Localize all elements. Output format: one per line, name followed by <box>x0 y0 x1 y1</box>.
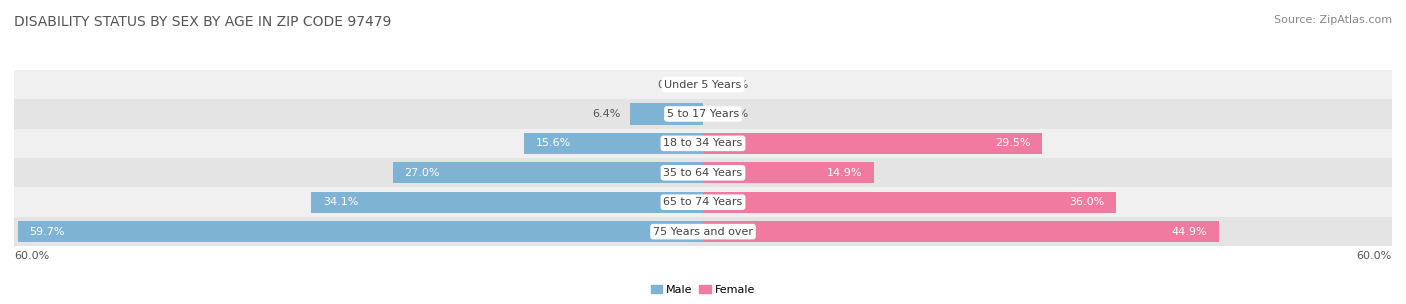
Bar <box>630 103 703 125</box>
Text: 14.9%: 14.9% <box>827 168 863 178</box>
Bar <box>14 99 1392 129</box>
Text: 15.6%: 15.6% <box>536 138 571 148</box>
Text: 75 Years and over: 75 Years and over <box>652 226 754 237</box>
Bar <box>524 133 703 154</box>
Text: 59.7%: 59.7% <box>30 226 65 237</box>
Text: 18 to 34 Years: 18 to 34 Years <box>664 138 742 148</box>
Bar <box>703 221 1219 242</box>
Bar <box>392 162 703 183</box>
Legend: Male, Female: Male, Female <box>651 285 755 295</box>
Bar <box>14 188 1392 217</box>
Bar <box>17 221 703 242</box>
Bar <box>14 217 1392 246</box>
Bar <box>14 158 1392 188</box>
Text: 0.0%: 0.0% <box>720 109 748 119</box>
Text: 35 to 64 Years: 35 to 64 Years <box>664 168 742 178</box>
Text: 5 to 17 Years: 5 to 17 Years <box>666 109 740 119</box>
Text: 29.5%: 29.5% <box>995 138 1031 148</box>
Text: 27.0%: 27.0% <box>405 168 440 178</box>
Text: 44.9%: 44.9% <box>1171 226 1208 237</box>
Text: Source: ZipAtlas.com: Source: ZipAtlas.com <box>1274 15 1392 25</box>
Bar <box>703 192 1116 213</box>
Text: 60.0%: 60.0% <box>14 251 49 261</box>
Text: DISABILITY STATUS BY SEX BY AGE IN ZIP CODE 97479: DISABILITY STATUS BY SEX BY AGE IN ZIP C… <box>14 15 391 29</box>
Text: 60.0%: 60.0% <box>1357 251 1392 261</box>
Bar <box>312 192 703 213</box>
Text: 0.0%: 0.0% <box>658 80 686 90</box>
Text: 34.1%: 34.1% <box>323 197 359 207</box>
Bar <box>14 70 1392 99</box>
Bar <box>703 133 1042 154</box>
Text: 36.0%: 36.0% <box>1070 197 1105 207</box>
Text: 65 to 74 Years: 65 to 74 Years <box>664 197 742 207</box>
Text: Under 5 Years: Under 5 Years <box>665 80 741 90</box>
Bar <box>703 162 875 183</box>
Bar <box>14 129 1392 158</box>
Text: 0.0%: 0.0% <box>720 80 748 90</box>
Text: 6.4%: 6.4% <box>592 109 620 119</box>
